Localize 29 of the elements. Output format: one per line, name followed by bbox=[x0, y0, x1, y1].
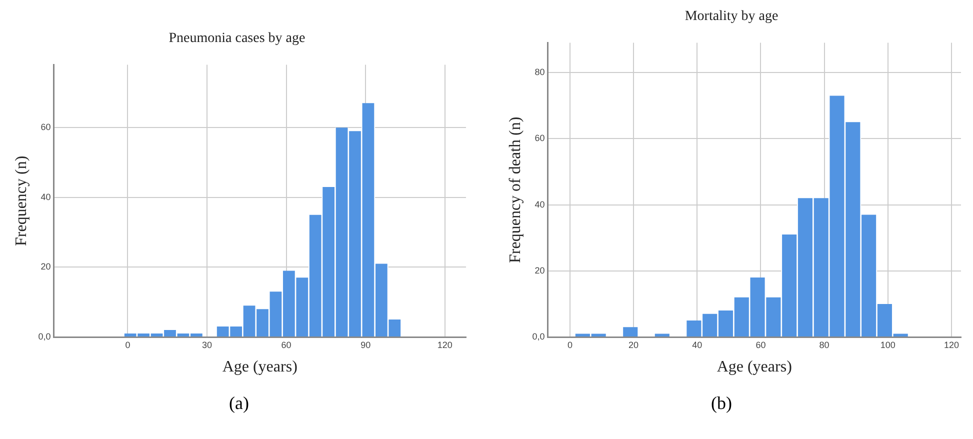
x-tick-label: 0 bbox=[567, 340, 572, 350]
text: (a) bbox=[228, 393, 250, 414]
x-tick-label: 20 bbox=[628, 340, 639, 350]
x-axis-title: Age (years) bbox=[222, 358, 298, 376]
y-tick-label: 0,0 bbox=[532, 331, 545, 342]
x-tick-label: 40 bbox=[692, 340, 702, 350]
x-tick-label: 100 bbox=[880, 340, 896, 350]
y-tick-label: 20 bbox=[534, 265, 545, 276]
x-tick-label: 80 bbox=[819, 340, 830, 350]
x-tick-label: 60 bbox=[281, 340, 292, 350]
chart-title: Mortality by age bbox=[684, 9, 778, 24]
y-tick-label: 60 bbox=[40, 122, 51, 132]
y-axis-title: Frequency of death (n) bbox=[506, 116, 524, 263]
x-tick-label: 60 bbox=[756, 340, 766, 350]
x-axis-title: Age (years) bbox=[716, 358, 792, 376]
x-tick-label: 0 bbox=[125, 340, 130, 350]
y-tick-label: 0,0 bbox=[38, 331, 51, 342]
y-axis-title: Frequency (n) bbox=[12, 156, 30, 246]
y-tick-label: 80 bbox=[534, 67, 545, 78]
y-tick-label: 60 bbox=[534, 133, 545, 144]
x-tick-label: 120 bbox=[437, 340, 452, 350]
chart-title: Pneumonia cases by age bbox=[168, 31, 306, 46]
x-tick-label: 90 bbox=[360, 340, 371, 350]
text: (b) bbox=[710, 393, 733, 414]
y-tick-label: 20 bbox=[40, 262, 51, 272]
y-tick-label: 40 bbox=[40, 192, 51, 202]
x-tick-label: 30 bbox=[202, 340, 212, 350]
x-tick-label: 120 bbox=[944, 340, 959, 350]
y-tick-label: 40 bbox=[534, 199, 545, 210]
